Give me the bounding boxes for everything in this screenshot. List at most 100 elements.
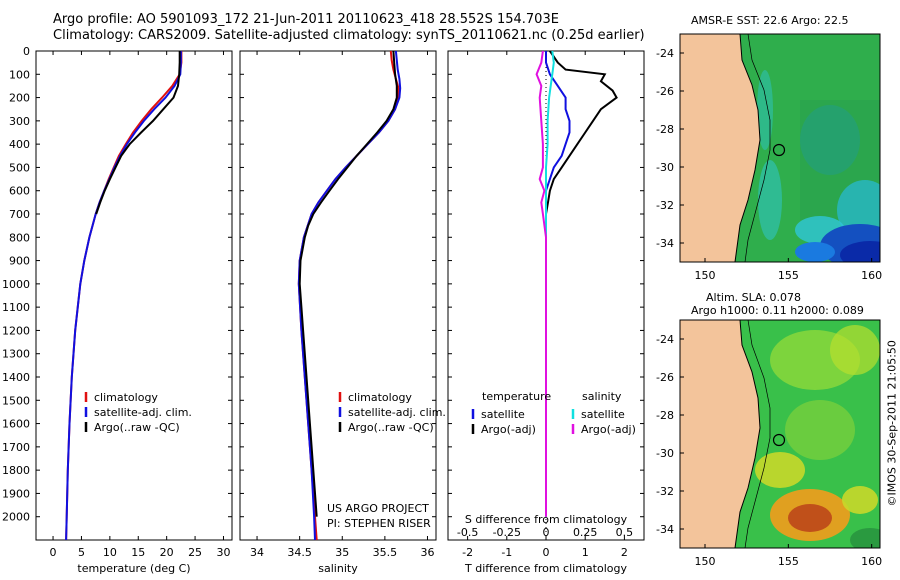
depth-tick-label: 1000: [2, 278, 30, 291]
depth-tick-label: 0: [23, 45, 30, 58]
legend-label: Argo(-adj): [481, 423, 536, 436]
map-lat-label: -24: [656, 333, 674, 346]
legend-header: salinity: [582, 390, 622, 403]
legend-label: climatology: [348, 391, 412, 404]
x-tick-label: 25: [188, 546, 202, 559]
x-tick-label: 1: [582, 546, 589, 559]
map-lon-label: 150: [695, 269, 716, 282]
legend-label: climatology: [94, 391, 158, 404]
diff-series-line-0: [545, 51, 571, 517]
diff-series-line-3: [535, 50, 547, 517]
depth-tick-label: 1400: [2, 371, 30, 384]
depth-tick-label: 1700: [2, 441, 30, 454]
x-tick-label: 30: [216, 546, 230, 559]
plot-frame: [239, 50, 437, 541]
map-lat-label: -30: [656, 447, 674, 460]
depth-tick-label: 1300: [2, 348, 30, 361]
sla-map-title-1: Altim. SLA: 0.078: [706, 291, 802, 304]
depth-tick-label: 600: [9, 185, 30, 198]
depth-tick-label: 200: [9, 92, 30, 105]
legend-label: Argo(..raw -QC): [348, 421, 434, 434]
plot-frame: [447, 50, 645, 541]
depth-tick-label: 300: [9, 115, 30, 128]
x-tick-label-top: -0.25: [493, 526, 521, 539]
x-tick-label: 20: [160, 546, 174, 559]
x-tick-label: 0: [543, 546, 550, 559]
x-axis-label: salinity: [318, 562, 358, 575]
legend-label: satellite-adj. clim.: [94, 406, 192, 419]
x-tick-label: 2: [621, 546, 628, 559]
sst-map: [680, 34, 880, 262]
project-annotation: US ARGO PROJECT: [327, 502, 429, 515]
series-line-1-2: [298, 50, 398, 517]
x-tick-label: 0: [50, 546, 57, 559]
depth-tick-label: 1900: [2, 487, 30, 500]
depth-tick-label: 100: [9, 68, 30, 81]
map-lat-label: -30: [656, 161, 674, 174]
series-line-0-2: [95, 51, 181, 215]
depth-tick-label: 900: [9, 255, 30, 268]
x-tick-label: 34.5: [287, 546, 312, 559]
map-lat-label: -26: [656, 85, 674, 98]
copyright-timestamp: ©IMOS 30-Sep-2011 21:05:50: [885, 340, 899, 507]
x-tick-label: 15: [131, 546, 145, 559]
x-tick-label-top: -0.5: [457, 526, 478, 539]
map-lat-label: -26: [656, 371, 674, 384]
diff-series-line-1: [545, 50, 618, 215]
series-line-1-0: [297, 50, 400, 541]
climatology-subtitle: Climatology: CARS2009. Satellite-adjuste…: [53, 28, 645, 43]
x-tick-label-top: 0.25: [573, 526, 598, 539]
legend-label: Argo(..raw -QC): [94, 421, 180, 434]
legend-label: satellite: [481, 408, 525, 421]
x-tick-label: 5: [78, 546, 85, 559]
sst-map-title: AMSR-E SST: 22.6 Argo: 22.5: [691, 14, 849, 27]
map-lat-label: -34: [656, 237, 674, 250]
x-tick-label: 35: [335, 546, 349, 559]
x-tick-label: 36: [420, 546, 434, 559]
x-tick-label: -2: [462, 546, 473, 559]
map-lat-label: -34: [656, 523, 674, 536]
x-axis-label-top: S difference from climatology: [465, 513, 628, 526]
profile-title: Argo profile: AO 5901093_172 21-Jun-2011…: [53, 12, 559, 27]
x-tick-label: -1: [501, 546, 512, 559]
map-lat-label: -28: [656, 409, 674, 422]
map-lon-label: 160: [861, 555, 882, 568]
x-axis-label: T difference from climatology: [464, 562, 627, 575]
map-lon-label: 150: [695, 555, 716, 568]
depth-tick-label: 1100: [2, 301, 30, 314]
map-lat-label: -32: [656, 199, 674, 212]
map-lat-label: -32: [656, 485, 674, 498]
sla-map-title-2: Argo h1000: 0.11 h2000: 0.089: [691, 304, 864, 317]
x-tick-label-top: 0: [543, 526, 550, 539]
map-lon-label: 155: [778, 269, 799, 282]
map-lat-label: -24: [656, 47, 674, 60]
depth-tick-label: 1800: [2, 464, 30, 477]
sla-map: [680, 320, 880, 548]
series-line-0-0: [65, 51, 183, 541]
argo-position-marker-sst: [772, 143, 786, 157]
depth-tick-label: 1500: [2, 394, 30, 407]
legend-label: satellite: [581, 408, 625, 421]
argo-position-marker-sla: [772, 433, 786, 447]
depth-tick-label: 1600: [2, 418, 30, 431]
depth-tick-label: 700: [9, 208, 30, 221]
diff-series-line-2: [545, 50, 555, 517]
plot-frame: [35, 50, 233, 541]
x-axis-label: temperature (deg C): [77, 562, 190, 575]
series-line-0-1: [65, 51, 182, 541]
series-line-1-1: [297, 50, 402, 541]
depth-tick-label: 2000: [2, 511, 30, 524]
map-lon-label: 155: [778, 555, 799, 568]
legend-header: temperature: [482, 390, 551, 403]
pi-annotation: PI: STEPHEN RISER: [327, 517, 431, 530]
depth-tick-label: 800: [9, 231, 30, 244]
legend-label: Argo(-adj): [581, 423, 636, 436]
map-lat-label: -28: [656, 123, 674, 136]
x-tick-label: 35.5: [373, 546, 398, 559]
depth-tick-label: 500: [9, 161, 30, 174]
x-tick-label: 34: [250, 546, 264, 559]
x-tick-label-top: 0.5: [616, 526, 634, 539]
map-lon-label: 160: [861, 269, 882, 282]
legend-label: satellite-adj. clim.: [348, 406, 446, 419]
